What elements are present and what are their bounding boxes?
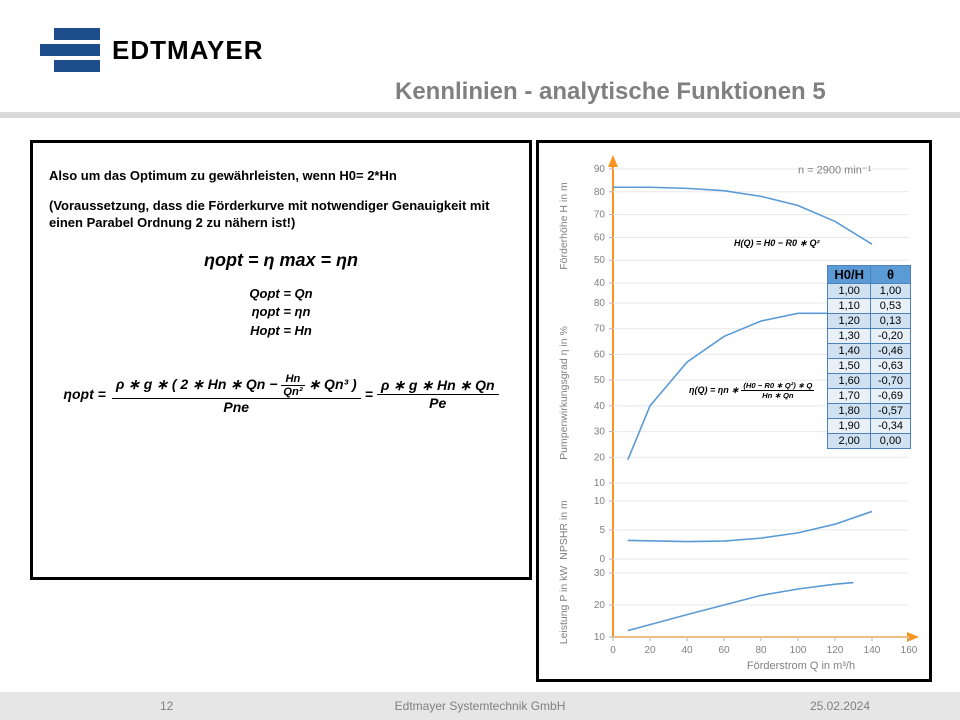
svg-text:0: 0 <box>599 554 605 565</box>
svg-text:60: 60 <box>718 645 730 656</box>
logo-bars-icon <box>40 28 100 72</box>
svg-text:20: 20 <box>644 645 656 656</box>
svg-text:90: 90 <box>594 164 606 175</box>
logo-text: EDTMAYER <box>112 35 264 66</box>
logo: EDTMAYER <box>40 28 264 72</box>
svg-text:80: 80 <box>755 645 767 656</box>
svg-text:40: 40 <box>594 401 606 412</box>
svg-text:70: 70 <box>594 324 606 335</box>
svg-text:60: 60 <box>594 232 606 243</box>
svg-text:10: 10 <box>594 632 606 643</box>
svg-text:160: 160 <box>901 645 918 656</box>
svg-text:30: 30 <box>594 568 606 579</box>
eq-long-frac-right: ρ ∗ g ∗ Hn ∗ Qn Pe <box>377 377 499 411</box>
svg-text:Förderstrom Q in m³/h: Förderstrom Q in m³/h <box>747 660 855 672</box>
svg-text:80: 80 <box>594 187 606 198</box>
svg-text:10: 10 <box>594 478 606 489</box>
intro-line-1: Also um das Optimum zu gewährleisten, we… <box>49 167 513 185</box>
chart-formula-etaq: η(Q) = ηn ∗ (H0 − R0 ∗ Q²) ∗ Q Hn ∗ Qn <box>689 381 814 400</box>
footer-date: 25.02.2024 <box>810 699 870 713</box>
text-panel-left: Also um das Optimum zu gewährleisten, we… <box>30 140 532 580</box>
footer-bar: 12 Edtmayer Systemtechnik GmbH 25.02.202… <box>0 692 960 720</box>
equation-etaopt: ηopt = ηn <box>49 303 513 322</box>
svg-text:40: 40 <box>594 278 606 289</box>
svg-text:Leistung P in kW: Leistung P in kW <box>558 566 570 645</box>
equation-qopt: Qopt = Qn <box>49 285 513 304</box>
eq-long-lhs: ηopt = <box>63 386 105 402</box>
svg-text:120: 120 <box>827 645 844 656</box>
svg-text:10: 10 <box>594 496 606 507</box>
chart-panel-right: 020406080100120140160Förderstrom Q in m³… <box>536 140 932 682</box>
svg-text:50: 50 <box>594 375 606 386</box>
intro-line-2: (Voraussetzung, dass die Förderkurve mit… <box>49 197 513 232</box>
svg-text:20: 20 <box>594 600 606 611</box>
svg-text:100: 100 <box>790 645 807 656</box>
svg-text:70: 70 <box>594 210 606 221</box>
eq-long-frac-left: ρ ∗ g ∗ ( 2 ∗ Hn ∗ Qn − HnQn² ∗ Qn³ ) Pn… <box>112 373 361 415</box>
h0-theta-table: H0/Hθ1,001,001,100,531,200,131,30-0,201,… <box>827 265 911 449</box>
svg-text:60: 60 <box>594 349 606 360</box>
svg-text:n = 2900 min⁻¹: n = 2900 min⁻¹ <box>798 165 872 177</box>
equation-long: ηopt = ρ ∗ g ∗ ( 2 ∗ Hn ∗ Qn − HnQn² ∗ Q… <box>49 373 513 415</box>
equation-hopt: Hopt = Hn <box>49 322 513 341</box>
svg-text:Förderhöhe H in m: Förderhöhe H in m <box>558 182 570 270</box>
svg-text:140: 140 <box>864 645 881 656</box>
eq-long-equals: = <box>361 386 377 402</box>
svg-text:20: 20 <box>594 452 606 463</box>
equation-main: ηopt = η max = ηn <box>49 250 513 271</box>
header-divider <box>0 112 960 118</box>
svg-text:NPSHR in m: NPSHR in m <box>558 500 570 560</box>
svg-text:Pumpenwirkungsgrad η in %: Pumpenwirkungsgrad η in % <box>558 326 570 460</box>
svg-text:5: 5 <box>599 525 605 536</box>
footer-org: Edtmayer Systemtechnik GmbH <box>395 699 566 713</box>
chart-formula-hq: H(Q) = H0 − R0 ∗ Q² <box>734 238 820 249</box>
equation-opts: Qopt = Qn ηopt = ηn Hopt = Hn <box>49 285 513 342</box>
svg-text:30: 30 <box>594 427 606 438</box>
svg-text:0: 0 <box>610 645 616 656</box>
footer-page: 12 <box>160 699 173 713</box>
svg-text:40: 40 <box>681 645 693 656</box>
svg-text:50: 50 <box>594 255 606 266</box>
svg-text:80: 80 <box>594 298 606 309</box>
slide-title: Kennlinien - analytische Funktionen 5 <box>395 78 826 106</box>
